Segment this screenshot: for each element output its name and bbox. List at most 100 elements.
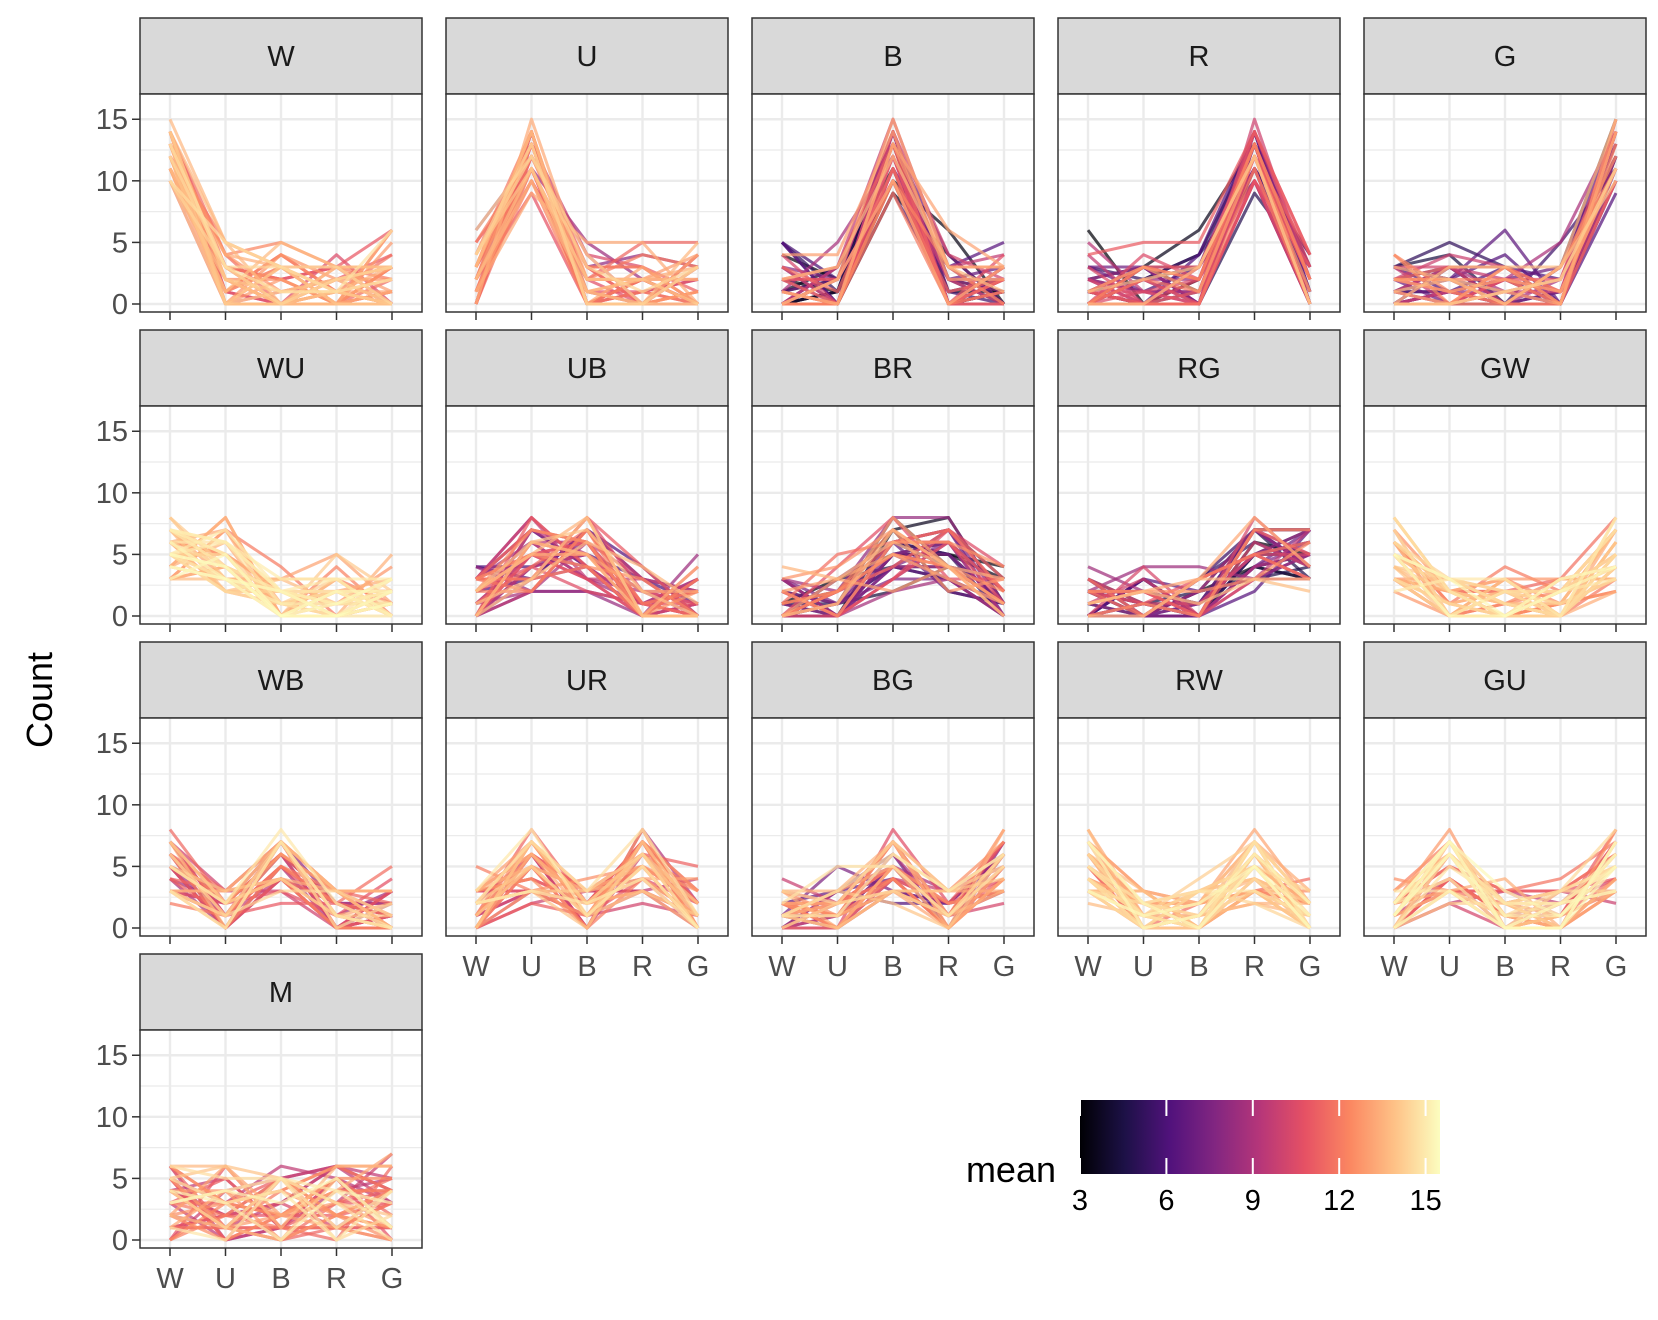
y-tick-label: 5 xyxy=(112,539,128,571)
panel-grid xyxy=(752,718,1034,936)
series-lines xyxy=(1086,117,1312,306)
y-tick-label: 15 xyxy=(96,1040,128,1072)
legend-title: mean xyxy=(966,1149,1056,1190)
series-line xyxy=(1087,553,1311,593)
x-tick-label: W xyxy=(768,951,796,983)
series-line xyxy=(169,889,393,918)
x-axis xyxy=(1393,624,1617,632)
x-tick-label: U xyxy=(827,951,848,983)
facet-panel-br: BR xyxy=(751,329,1035,632)
series-line xyxy=(1394,167,1618,306)
legend-tick-label: 6 xyxy=(1158,1185,1174,1217)
facet-strip xyxy=(1057,329,1341,407)
x-tick-label: G xyxy=(1299,951,1322,983)
y-tick-label: 10 xyxy=(96,1102,128,1134)
y-tick-label: 0 xyxy=(112,1225,128,1257)
series-line xyxy=(782,130,1004,281)
facet-strip-label: WB xyxy=(258,665,305,697)
series-line xyxy=(1393,118,1618,306)
legend-colorbar xyxy=(1080,1100,1440,1174)
series-line xyxy=(1392,840,1617,918)
series-line xyxy=(169,540,393,618)
facet-strip-label: BR xyxy=(873,353,913,385)
series-lines xyxy=(474,516,700,618)
series-lines xyxy=(1392,828,1618,930)
y-tick-label: 5 xyxy=(112,227,128,259)
series-line xyxy=(781,154,1005,294)
facet-strip-label: GW xyxy=(1480,353,1531,385)
x-tick-label: W xyxy=(1074,951,1102,983)
x-axis xyxy=(1393,312,1617,320)
series-line xyxy=(475,540,699,606)
series-line xyxy=(1087,142,1312,306)
x-tick-label: U xyxy=(215,1263,236,1295)
y-tick-label: 0 xyxy=(112,289,128,321)
x-axis xyxy=(1087,624,1311,632)
facet-strip-label: G xyxy=(1494,41,1517,73)
facet-panel-wu: WU 0 5 10 15 xyxy=(96,329,423,633)
x-axis xyxy=(169,312,393,320)
facet-panel-rw: RW W U B R G xyxy=(1057,641,1341,983)
series-lines xyxy=(474,828,700,930)
facet-strip xyxy=(1057,17,1341,95)
y-tick-label: 15 xyxy=(96,104,128,136)
series-lines xyxy=(781,516,1006,618)
facet-strip-label: M xyxy=(269,977,293,1009)
series-line xyxy=(1087,864,1312,930)
x-axis xyxy=(781,312,1005,320)
series-line xyxy=(781,565,1005,605)
series-line xyxy=(781,528,1005,618)
series-line xyxy=(170,1164,392,1230)
facet-strip xyxy=(445,641,729,719)
series-line xyxy=(475,516,698,618)
series-line xyxy=(1392,553,1617,618)
facet-panel-u: U xyxy=(445,17,729,320)
series-line xyxy=(169,840,393,930)
series-line xyxy=(168,179,393,306)
panel-grid xyxy=(140,718,422,936)
series-line xyxy=(1087,865,1311,918)
x-tick-label: U xyxy=(521,951,542,983)
y-tick-label: 5 xyxy=(112,1163,128,1195)
series-line xyxy=(1392,840,1618,930)
series-line xyxy=(474,828,700,917)
y-tick-label: 0 xyxy=(112,601,128,633)
facet-strip-label: U xyxy=(577,41,598,73)
series-line xyxy=(1088,540,1311,593)
y-tick-label: 15 xyxy=(96,416,128,448)
facet-panel-wb: WB 0 5 10 15 xyxy=(96,641,423,945)
facet-strip xyxy=(445,329,729,407)
x-axis xyxy=(475,312,699,320)
x-tick-label: B xyxy=(883,951,902,983)
x-tick-label: R xyxy=(632,951,653,983)
color-legend: mean 3 6 9 12 15 xyxy=(966,1100,1442,1217)
facet-panel-ub: UB xyxy=(445,329,729,632)
y-tick-label: 0 xyxy=(112,913,128,945)
facet-strip-label: W xyxy=(267,41,295,73)
series-line xyxy=(781,142,1005,306)
legend-tick-label: 9 xyxy=(1245,1185,1261,1217)
x-tick-label: G xyxy=(381,1263,404,1295)
facet-strip xyxy=(139,953,423,1031)
series-line xyxy=(782,852,1005,918)
facet-panel-g: G xyxy=(1363,17,1647,320)
panel-grid xyxy=(446,718,728,936)
series-line xyxy=(1088,577,1310,618)
series-line xyxy=(168,143,394,294)
series-line xyxy=(1086,840,1311,930)
panel-grid xyxy=(140,1030,422,1248)
y-axis: 0 5 10 15 xyxy=(96,728,140,945)
facet-strip xyxy=(751,641,1035,719)
facet-strip xyxy=(139,641,423,719)
series-lines xyxy=(1087,516,1312,618)
y-axis: 0 5 10 15 xyxy=(96,104,140,321)
y-tick-label: 15 xyxy=(96,728,128,760)
facet-panel-ur: UR W U B R G xyxy=(445,641,729,983)
x-tick-label: W xyxy=(462,951,490,983)
y-axis: 0 5 10 15 xyxy=(96,416,140,633)
series-line xyxy=(1392,528,1618,618)
facet-strip xyxy=(139,329,423,407)
